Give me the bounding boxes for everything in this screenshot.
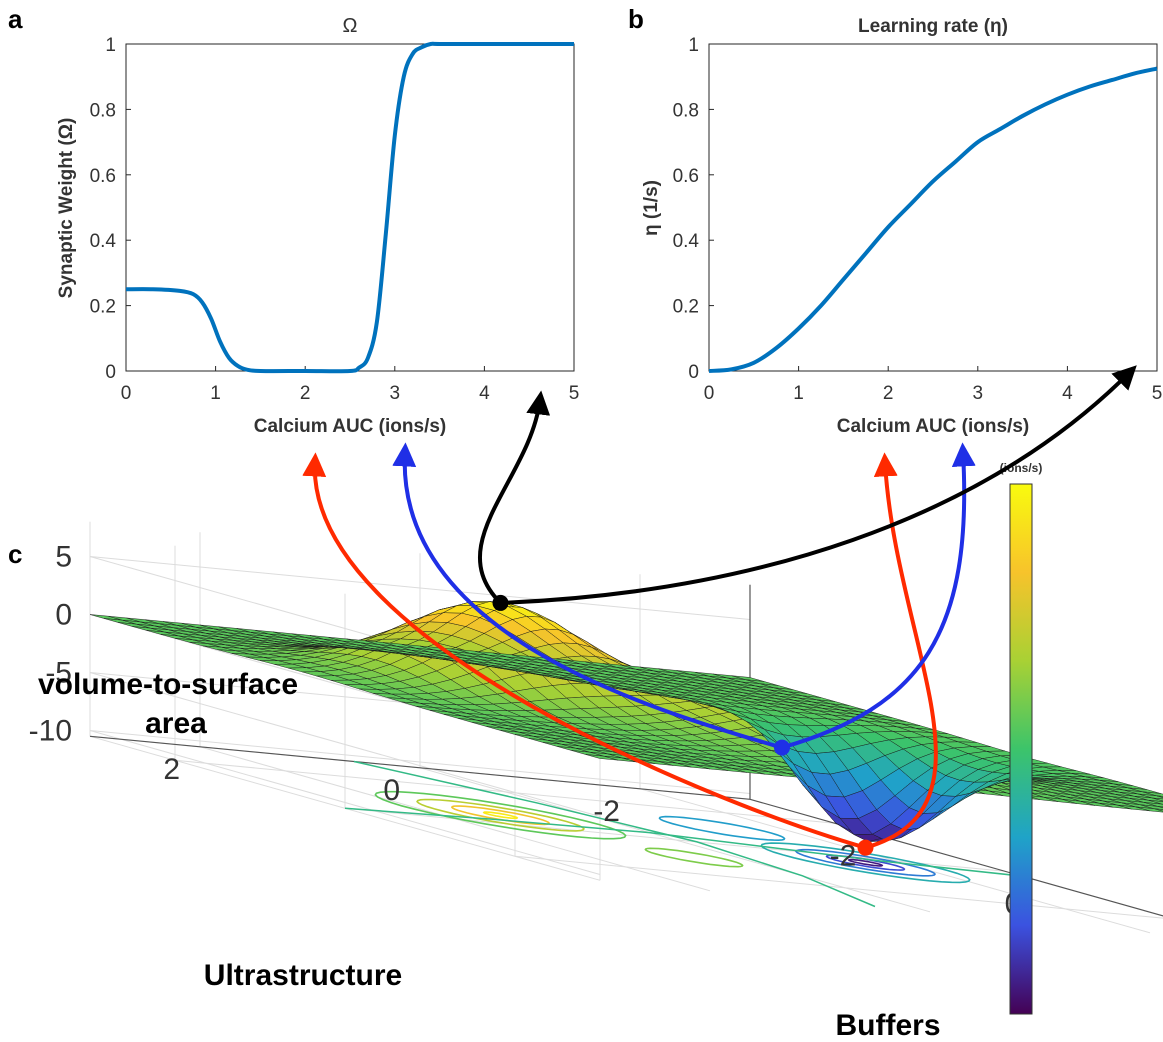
surface-facet [1152,797,1163,802]
panel-a-xtick-label: 5 [569,383,580,404]
panel-b-ytick-label: 0.8 [673,100,699,121]
panel-a-xlabel: Calcium AUC (ions/s) [254,416,447,437]
contour-line [344,807,1023,877]
panel-c-ytick-label: -2 [593,795,620,828]
contour-line [794,848,937,877]
panel-b-ylabel: η (1/s) [641,180,662,236]
surface-facet [1154,808,1163,812]
connector-arrow [302,452,867,850]
panel-a-ytick-label: 0.8 [90,100,116,121]
panel-c-ztick-label: -10 [29,715,72,748]
panel-c-3d-gridlines [89,521,1163,934]
panel-a-series-line [125,41,574,374]
panel-b-ytick-label: 0.4 [673,231,700,252]
panel-a-ytick-label: 0.2 [90,297,116,318]
axis-edge [749,798,1163,917]
connector-arrow [781,442,976,750]
panel-a-xtick-label: 1 [210,383,221,404]
connector-arrows [302,365,1137,856]
panel-a-xtick-label: 3 [390,383,401,404]
panel-a-ytick-label: 1 [105,35,116,56]
anchor-dot-peak [492,594,509,611]
panel-b-series-line [708,66,1158,373]
panel-b-ytick-label: 0 [688,362,699,383]
panel-c-ztick-label: -5 [45,657,72,690]
panel-b-xtick-label: 4 [1062,383,1073,404]
panel-c-ytick-label: 0 [383,774,400,807]
panel-a-xtick-label: 4 [479,383,490,404]
panel-b-xtick-label: 5 [1152,383,1163,404]
panel-b-xtick-label: 3 [973,383,984,404]
connector-arrow [392,442,783,750]
panel-b-title: Learning rate (η) [858,16,1008,37]
panel-a-ylabel: Synaptic Weight (Ω) [56,118,77,299]
panel-b-xtick-label: 1 [793,383,804,404]
contour-line [374,790,627,840]
contour-line [847,858,884,867]
connector-arrow [500,365,1137,605]
panel-a-title: Ω [343,15,358,37]
panel-b-xlabel: Calcium AUC (ions/s) [837,416,1030,437]
panel-c-ylabel: Ultrastructure [204,959,402,992]
panel-b-chart: Learning rate (η) Calcium AUC (ions/s) η… [641,16,1162,437]
axis-edge [89,735,751,800]
contour-line [658,815,786,842]
surface-facet [1135,806,1163,813]
panel-c-ytick-label: 2 [163,753,180,786]
panel-b-axes-box [708,43,1158,372]
panel-a-xtick-label: 0 [121,383,132,404]
connector-arrow [864,452,938,850]
panel-c-contour-floor [344,760,1023,908]
anchor-dot-saddle [774,739,790,756]
panel-c-surface-mesh [89,601,1163,842]
panel-c-ztick-label: 5 [55,541,72,574]
panel-c-surface-plot: 50-5-10-202-202 volume-to-surface area U… [29,461,1163,1042]
contour-line [353,760,876,908]
panel-b-ytick-label: 0.6 [673,166,699,187]
contour-line [450,805,551,826]
connector-arrow [477,390,551,605]
panel-b-xtick-label: 2 [883,383,894,404]
panel-c-ztick-label: 0 [55,599,72,632]
panel-b-xtick-label: 0 [704,383,715,404]
panel-c-xlabel: Buffers [835,1009,940,1042]
panel-label-b: b [628,4,644,34]
panel-a-xtick-label: 2 [300,383,311,404]
panel-a-ytick-label: 0.6 [90,166,116,187]
panel-b-ytick-label: 1 [688,35,699,56]
panel-a-chart: Ω Calcium AUC (ions/s) Synaptic Weight (… [56,15,579,437]
panel-b-ytick-label: 0.2 [673,297,699,318]
surface-facet [1158,806,1163,809]
panel-a-axes-box [125,43,575,372]
contour-line [760,842,971,884]
panel-c-zlabel-line2: area [145,707,207,740]
panel-a-ytick-label: 0 [105,362,116,383]
anchor-dot-trough [857,839,874,856]
panel-a-ytick-label: 0.4 [90,231,117,252]
panel-label-a: a [8,4,23,34]
contour-line [644,847,744,868]
panel-c-zlabel-line1: volume-to-surface [38,668,298,701]
panel-label-c: c [8,539,22,569]
colorbar [1009,483,1033,1015]
contour-line [482,811,519,820]
